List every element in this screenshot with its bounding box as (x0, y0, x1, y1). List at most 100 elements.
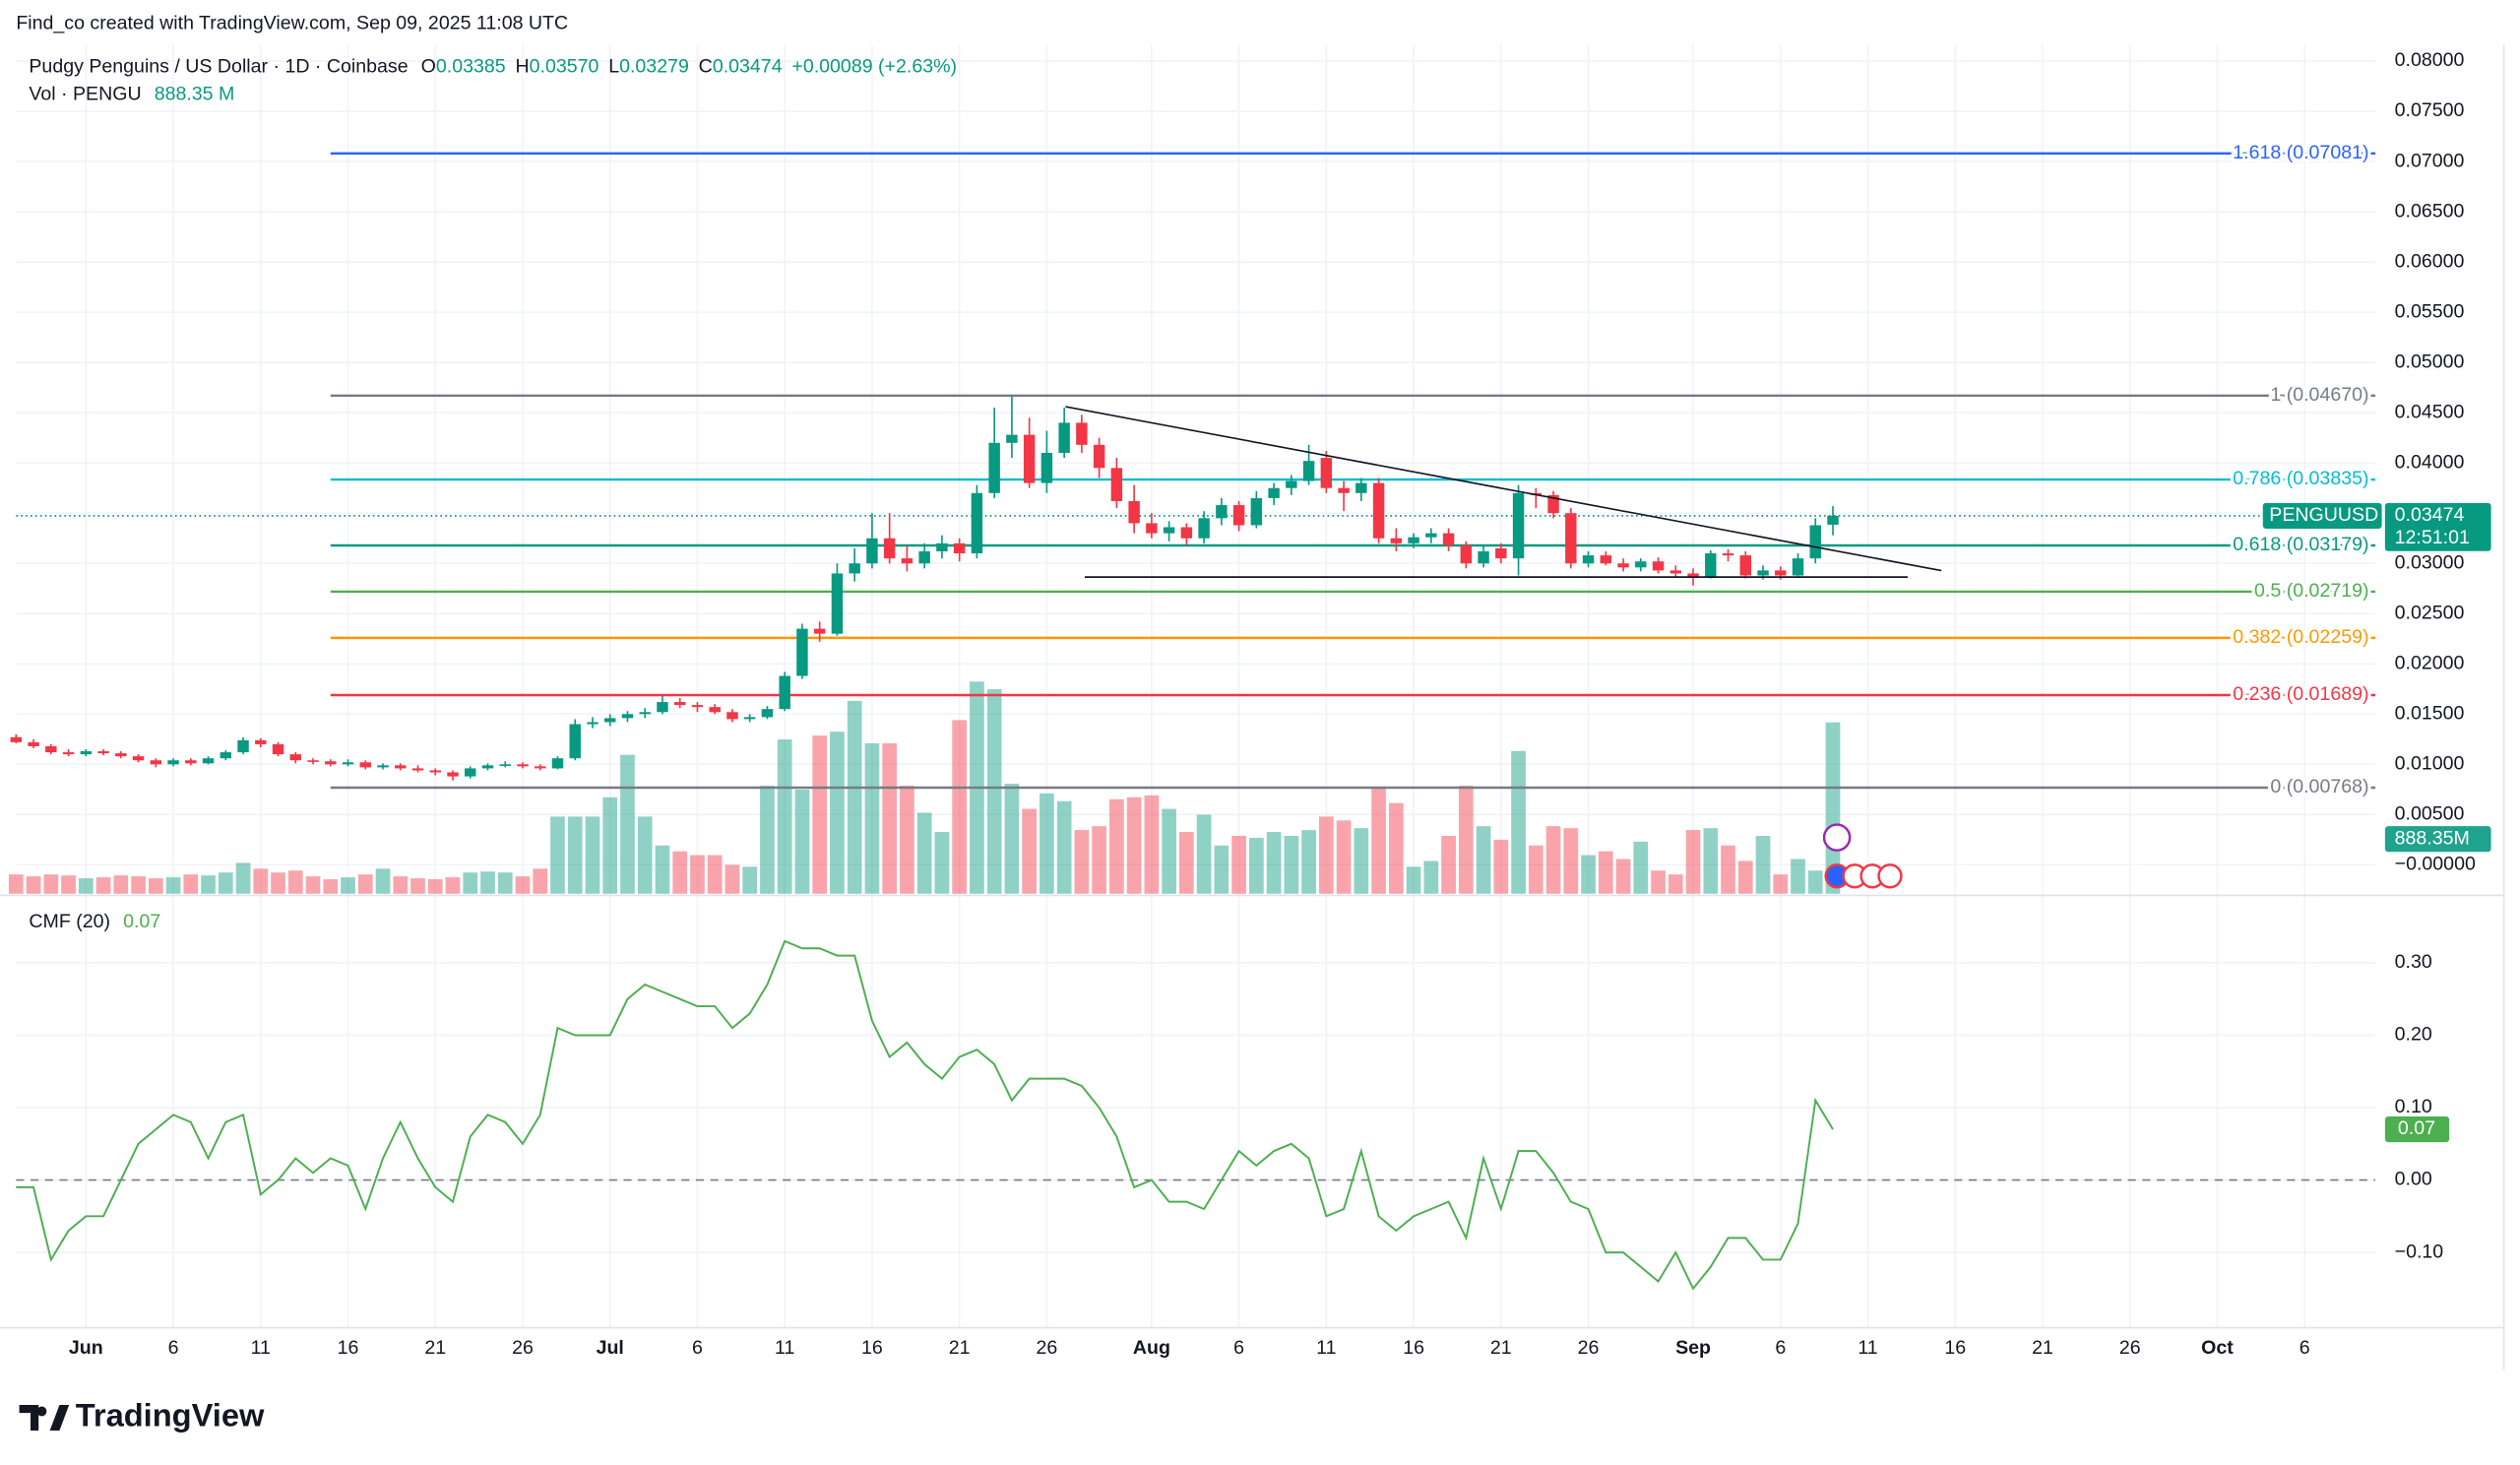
volume-bar (1598, 851, 1613, 894)
countdown: 12:51:01 (2395, 527, 2470, 548)
volume-bar (1040, 793, 1054, 894)
change: +0.00089 (+2.63%) (791, 56, 957, 78)
candle-body (1320, 458, 1333, 488)
x-tick-label: 6 (2300, 1337, 2310, 1359)
volume-bar (1004, 784, 1020, 894)
candle-body (1180, 527, 1193, 539)
volume-bar (1022, 808, 1037, 894)
volume-bar (375, 868, 391, 894)
y-tick-label: 0.06500 (2395, 200, 2465, 222)
cmf-value: 0.07 (123, 911, 160, 932)
volume-bar (95, 877, 111, 894)
volume-bar (1511, 750, 1526, 894)
volume-bar (620, 754, 635, 894)
candle-body (499, 764, 511, 766)
candle-body (45, 745, 57, 753)
candle-body (866, 538, 878, 564)
candle-body (953, 542, 966, 554)
candle-body (359, 762, 371, 768)
volume-bar (287, 870, 303, 894)
candle-body (481, 765, 494, 769)
ohlc-key: C (699, 56, 713, 78)
price-badge (2384, 502, 2491, 551)
candle-body (1110, 468, 1123, 501)
y-tick-label: 0.05000 (2395, 350, 2465, 372)
volume-bar (707, 855, 723, 894)
candle-body (918, 551, 930, 564)
y-tick-label: 0.01500 (2395, 702, 2465, 724)
volume-bar (1791, 859, 1805, 894)
candle-body (1757, 570, 1769, 576)
fib-label: 0.786 (0.03835) (2233, 468, 2368, 489)
y-tick-label: 0.06000 (2395, 250, 2465, 272)
candle-body (255, 739, 267, 744)
x-tick-label: Jul (597, 1337, 624, 1359)
volume-bar (585, 816, 600, 894)
volume-bar (1423, 860, 1439, 894)
candle-body (377, 765, 389, 768)
cmf-legend: CMF (20) 0.07 (29, 911, 160, 932)
candle-body (1163, 527, 1175, 534)
ohlc-value: 0.03279 (619, 56, 689, 78)
candle-body (1478, 551, 1489, 564)
candle-body (1547, 494, 1559, 514)
candle-body (569, 724, 581, 759)
x-tick-label: 11 (251, 1337, 271, 1359)
candle-body (709, 707, 721, 713)
volume-bar (1721, 845, 1735, 894)
volume-bar (916, 812, 932, 894)
volume-bar (777, 739, 792, 894)
candle-body (1565, 513, 1577, 564)
y-tick-label: 0.01000 (2395, 752, 2465, 774)
volume-bar (533, 868, 548, 894)
volume-bar (1092, 826, 1106, 894)
candle-body (1617, 563, 1629, 568)
fib-label: 0 (0.00768) (2270, 776, 2368, 797)
x-tick-label: 26 (1037, 1337, 1058, 1359)
volume-bar (1703, 828, 1719, 894)
volume-legend: Vol · PENGU 888.35 M (29, 83, 234, 104)
candle-body (1076, 422, 1088, 445)
volume-bar (847, 700, 862, 894)
candle-body (28, 741, 39, 746)
price-badge-text: 0.03474 (2395, 504, 2465, 526)
candle-body (1512, 492, 1525, 559)
y-tick-label: −0.10 (2395, 1241, 2444, 1262)
volume-bar (1196, 814, 1212, 894)
symbol-legend: Pudgy Penguins / US Dollar · 1D · Coinba… (29, 56, 957, 78)
candle-body (1705, 553, 1717, 577)
candle-body (1232, 505, 1245, 526)
candle-body (1216, 505, 1228, 519)
volume-bar (690, 855, 705, 894)
volume-bar (934, 832, 950, 894)
volume-bar (497, 872, 513, 894)
volume-bar (253, 868, 269, 894)
volume-value: 888.35 M (155, 83, 235, 104)
volume-bar (655, 845, 670, 894)
volume-bar (1284, 835, 1299, 894)
volume-bar (952, 720, 968, 894)
ohlc-key: L (608, 56, 619, 78)
candle-body (551, 758, 564, 769)
candle-body (1425, 533, 1437, 538)
candle-body (1338, 487, 1350, 493)
event-icon (1877, 863, 1903, 889)
candle-body (1408, 537, 1419, 543)
candle-body (1687, 573, 1699, 577)
volume-bar (1231, 835, 1246, 894)
volume-bar (183, 874, 199, 894)
candle-body (587, 722, 598, 725)
fib-label: 0.236 (0.01689) (2233, 683, 2368, 705)
volume-bar (567, 816, 583, 894)
candle-body (1006, 434, 1018, 443)
candle-body (761, 709, 774, 718)
candle-body (465, 768, 476, 777)
volume-bar (1545, 826, 1561, 894)
volume-bar (218, 872, 233, 894)
fib-label: 0.5 (0.02719) (2254, 580, 2368, 602)
volume-bar (165, 877, 181, 894)
volume-bar (1249, 837, 1264, 894)
fib-label: 1.618 (0.07081) (2233, 142, 2368, 163)
x-tick-label: 16 (338, 1337, 359, 1359)
